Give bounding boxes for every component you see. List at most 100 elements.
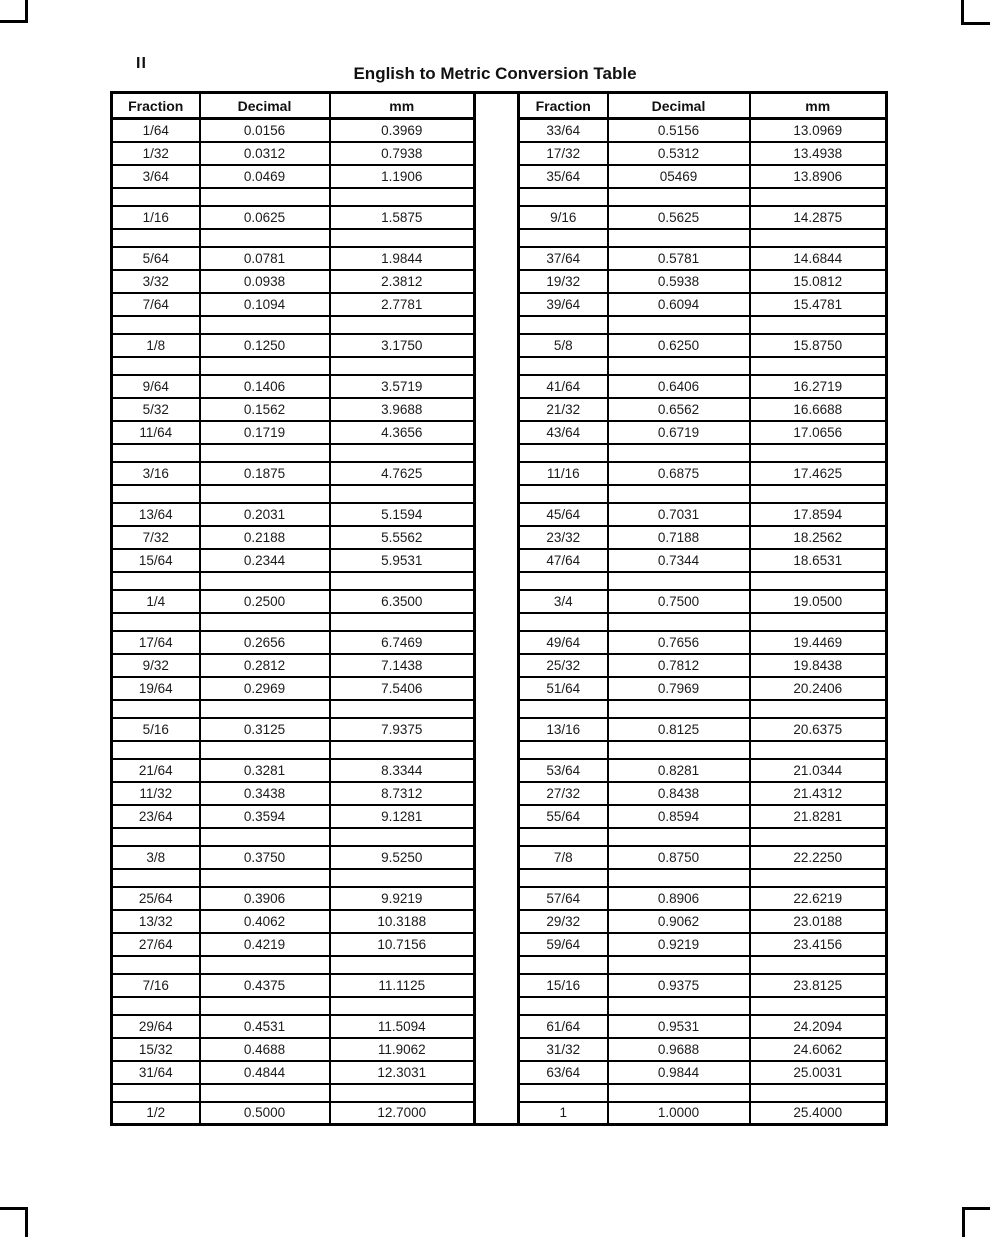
mm-cell: 1.1906 (328, 163, 476, 189)
decimal-cell: 0.1875 (198, 460, 331, 486)
mm-cell (328, 227, 476, 248)
mm-cell: 5.5562 (328, 524, 476, 550)
blank-row (517, 442, 888, 463)
table-row: 15/16 0.9375 23.8125 (517, 972, 888, 998)
mm-cell: 9.9219 (328, 885, 476, 911)
decimal-cell (606, 954, 751, 975)
mm-cell: 5.9531 (328, 547, 476, 573)
fraction-cell: 43/64 (517, 419, 609, 445)
table-row: 25/32 0.7812 19.8438 (517, 652, 888, 678)
mm-cell: 22.2250 (748, 844, 888, 870)
mm-cell: 23.0188 (748, 908, 888, 934)
fraction-cell: 9/32 (110, 652, 201, 678)
decimal-cell (198, 698, 331, 719)
table-row: 11/32 0.3438 8.7312 (110, 780, 476, 806)
mm-cell (328, 826, 476, 847)
table-row: 7/32 0.2188 5.5562 (110, 524, 476, 550)
mm-cell (748, 355, 888, 376)
mm-cell: 6.3500 (328, 588, 476, 614)
table-row: 15/32 0.4688 11.9062 (110, 1036, 476, 1062)
table-row: 35/64 05469 13.8906 (517, 163, 888, 189)
decimal-cell: 0.2344 (198, 547, 331, 573)
mm-cell (748, 483, 888, 504)
page-number: II (136, 55, 147, 72)
decimal-cell: 0.6875 (606, 460, 751, 486)
mm-cell (748, 867, 888, 888)
fraction-cell (517, 954, 609, 975)
fraction-cell: 63/64 (517, 1059, 609, 1085)
decimal-cell (198, 739, 331, 760)
fraction-cell: 29/32 (517, 908, 609, 934)
mm-cell: 21.8281 (748, 803, 888, 829)
fraction-cell: 47/64 (517, 547, 609, 573)
decimal-cell (606, 483, 751, 504)
mm-cell (748, 442, 888, 463)
decimal-cell (198, 954, 331, 975)
table-row: 31/64 0.4844 12.3031 (110, 1059, 476, 1085)
mm-cell (748, 186, 888, 207)
decimal-cell (606, 698, 751, 719)
fraction-cell: 25/64 (110, 885, 201, 911)
decimal-header: Decimal (198, 91, 331, 120)
mm-cell: 8.3344 (328, 757, 476, 783)
decimal-cell: 0.6250 (606, 332, 751, 358)
decimal-cell: 0.3594 (198, 803, 331, 829)
mm-cell (328, 954, 476, 975)
table-row: 19/32 0.5938 15.0812 (517, 268, 888, 294)
mm-cell (748, 739, 888, 760)
fraction-cell: 23/64 (110, 803, 201, 829)
blank-row (517, 739, 888, 760)
fraction-cell: 35/64 (517, 163, 609, 189)
fraction-cell: 31/64 (110, 1059, 201, 1085)
mm-cell (328, 611, 476, 632)
table-row: 61/64 0.9531 24.2094 (517, 1013, 888, 1039)
mm-cell: 3.1750 (328, 332, 476, 358)
fraction-cell (110, 698, 201, 719)
mm-cell (748, 314, 888, 335)
fraction-cell: 1/2 (110, 1100, 201, 1126)
blank-row (517, 954, 888, 975)
decimal-cell: 0.9844 (606, 1059, 751, 1085)
decimal-cell: 0.8750 (606, 844, 751, 870)
mm-cell: 21.0344 (748, 757, 888, 783)
fraction-cell: 3/4 (517, 588, 609, 614)
blank-row (110, 570, 476, 591)
table-row: 3/32 0.0938 2.3812 (110, 268, 476, 294)
decimal-cell (606, 1082, 751, 1103)
decimal-cell (606, 227, 751, 248)
table-row: 15/64 0.2344 5.9531 (110, 547, 476, 573)
decimal-cell: 0.2500 (198, 588, 331, 614)
fraction-cell: 1/8 (110, 332, 201, 358)
mm-cell: 13.4938 (748, 140, 888, 166)
decimal-cell (198, 355, 331, 376)
mm-cell (328, 186, 476, 207)
mm-cell (328, 483, 476, 504)
mm-cell (328, 867, 476, 888)
fraction-cell: 9/16 (517, 204, 609, 230)
blank-row (517, 995, 888, 1016)
decimal-cell (198, 826, 331, 847)
fraction-cell: 11/16 (517, 460, 609, 486)
table-row: 53/64 0.8281 21.0344 (517, 757, 888, 783)
table-row: 27/32 0.8438 21.4312 (517, 780, 888, 806)
mm-cell: 0.3969 (328, 117, 476, 143)
table-row: 3/8 0.3750 9.5250 (110, 844, 476, 870)
fraction-cell (110, 483, 201, 504)
table-row: 5/16 0.3125 7.9375 (110, 716, 476, 742)
fraction-cell (517, 314, 609, 335)
table-row: 1/8 0.1250 3.1750 (110, 332, 476, 358)
fraction-cell (110, 867, 201, 888)
table-row: 27/64 0.4219 10.7156 (110, 931, 476, 957)
blank-row (110, 826, 476, 847)
table-row: 59/64 0.9219 23.4156 (517, 931, 888, 957)
decimal-cell: 0.4062 (198, 908, 331, 934)
blank-row (110, 611, 476, 632)
fraction-cell: 29/64 (110, 1013, 201, 1039)
decimal-cell: 0.2188 (198, 524, 331, 550)
fraction-cell: 1/64 (110, 117, 201, 143)
table-row: 57/64 0.8906 22.6219 (517, 885, 888, 911)
mm-cell (748, 227, 888, 248)
decimal-cell: 0.6406 (606, 373, 751, 399)
fraction-cell: 51/64 (517, 675, 609, 701)
